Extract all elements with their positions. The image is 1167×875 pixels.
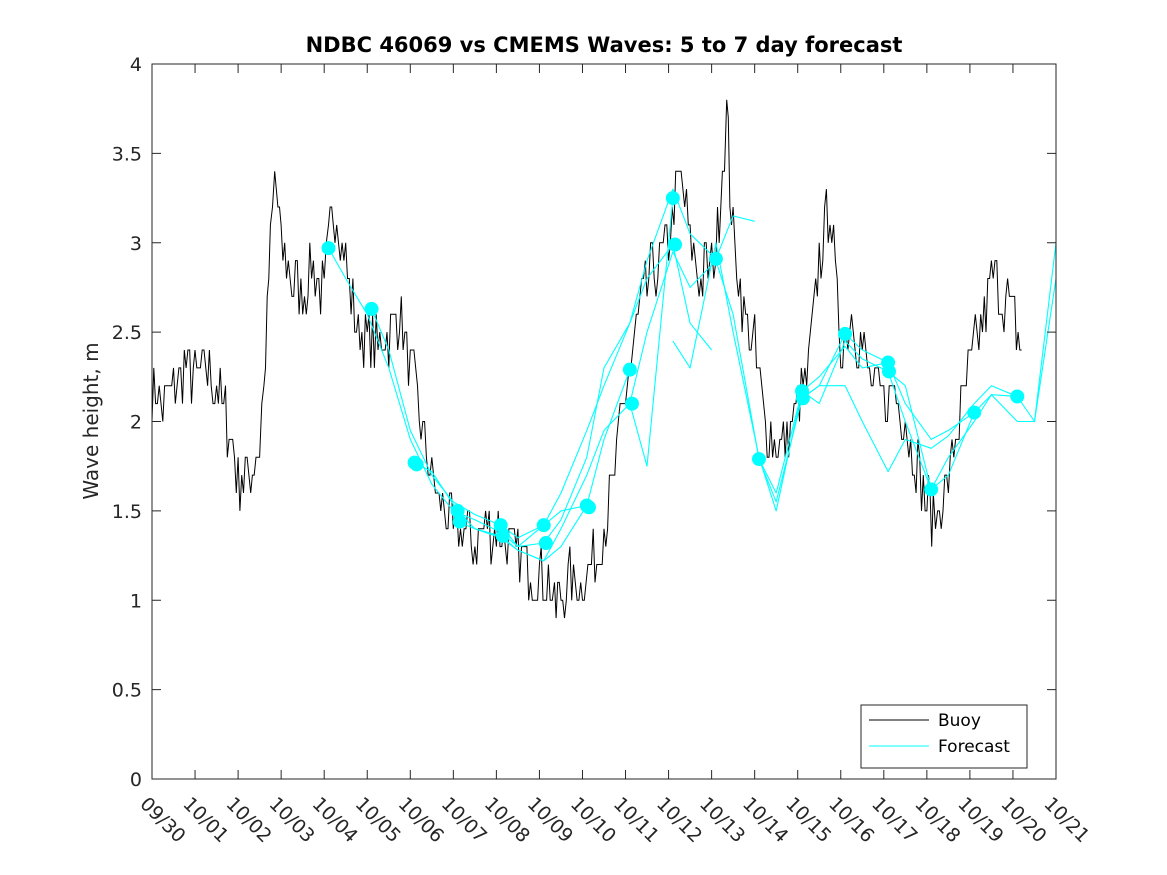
x-tick-label: 10/04 <box>308 793 362 847</box>
forecast-point <box>881 364 896 379</box>
legend-label-forecast: Forecast <box>938 737 1010 757</box>
forecast-layer <box>328 188 1057 562</box>
x-tick-label: 10/02 <box>222 793 276 847</box>
y-axis-label: Wave height, m <box>79 342 103 499</box>
x-tick-label: 10/12 <box>652 793 706 847</box>
plot-area <box>151 99 1057 619</box>
forecast-point <box>668 237 683 252</box>
x-tick-label: 10/05 <box>351 793 405 847</box>
forecast-point <box>795 391 810 406</box>
tick-marks <box>151 63 1057 780</box>
forecast-point <box>364 301 379 316</box>
forecast-point <box>624 396 639 411</box>
y-tick-label: 4 <box>130 54 142 76</box>
y-tick-label: 2.5 <box>112 322 142 344</box>
buoy-layer <box>151 99 1022 619</box>
forecast-point <box>321 241 336 256</box>
forecast-point <box>495 528 510 543</box>
legend: Buoy Forecast <box>860 704 1028 769</box>
series-forecast-line <box>328 247 544 548</box>
x-tick-label: 10/01 <box>179 793 233 847</box>
x-tick-label: 10/15 <box>781 793 835 847</box>
x-tick-label: 10/17 <box>867 793 921 847</box>
series-forecast-line <box>414 369 631 562</box>
x-tick-label: 10/13 <box>695 793 749 847</box>
x-tick-label: 09/30 <box>135 793 189 847</box>
legend-label-buoy: Buoy <box>938 711 981 731</box>
forecast-point <box>538 536 553 551</box>
y-tick-label: 3 <box>130 233 142 255</box>
forecast-point <box>751 452 766 467</box>
forecast-point <box>665 191 680 206</box>
series-forecast-line <box>500 243 713 548</box>
series-forecast-line <box>844 242 1057 440</box>
forecast-point <box>409 457 424 472</box>
forecast-point <box>708 251 723 266</box>
series-forecast-line <box>672 242 889 512</box>
forecast-point <box>838 326 853 341</box>
x-tick-label: 10/18 <box>910 793 964 847</box>
x-tick-label: 10/19 <box>953 793 1007 847</box>
series-forecast-line <box>457 198 674 562</box>
forecast-point <box>452 514 467 529</box>
x-tick-label: 10/08 <box>480 793 534 847</box>
legend-box <box>860 704 1028 769</box>
x-tick-labels: 09/3010/0110/0210/0310/0410/0510/0610/07… <box>135 793 1093 847</box>
forecast-point <box>536 518 551 533</box>
axes <box>151 63 1057 780</box>
y-tick-label: 3.5 <box>112 143 142 165</box>
forecast-marker-layer <box>321 191 1025 551</box>
x-tick-label: 10/20 <box>996 793 1050 847</box>
x-tick-label: 10/07 <box>437 793 491 847</box>
x-tick-label: 10/16 <box>824 793 878 847</box>
axes-box <box>151 63 1057 780</box>
forecast-point <box>622 362 637 377</box>
y-tick-label: 1 <box>130 590 142 612</box>
forecast-point <box>924 482 939 497</box>
chart-title: NDBC 46069 vs CMEMS Waves: 5 to 7 day fo… <box>306 33 903 57</box>
x-tick-label: 10/21 <box>1039 793 1093 847</box>
series-forecast-line <box>758 340 975 494</box>
forecast-point <box>1010 389 1025 404</box>
forecast-point <box>967 405 982 420</box>
y-tick-label: 2 <box>130 412 142 434</box>
y-tick-label: 0 <box>130 769 142 791</box>
y-tick-label: 1.5 <box>112 501 142 523</box>
y-tick-label: 0.5 <box>112 680 142 702</box>
series-forecast-line <box>370 308 587 539</box>
forecast-point <box>581 500 596 515</box>
x-tick-label: 10/11 <box>609 793 663 847</box>
x-tick-label: 10/03 <box>265 793 319 847</box>
x-tick-label: 10/10 <box>566 793 620 847</box>
series-forecast-line <box>543 188 755 544</box>
series-buoy-line <box>151 99 1022 619</box>
x-tick-label: 10/09 <box>523 793 577 847</box>
y-tick-labels: 0 0.5 1 1.5 2 2.5 3 3.5 4 <box>112 54 142 791</box>
series-forecast-line <box>887 278 1057 490</box>
x-tick-label: 10/14 <box>738 793 792 847</box>
x-tick-label: 10/06 <box>394 793 448 847</box>
series-forecast-line <box>801 385 1018 473</box>
